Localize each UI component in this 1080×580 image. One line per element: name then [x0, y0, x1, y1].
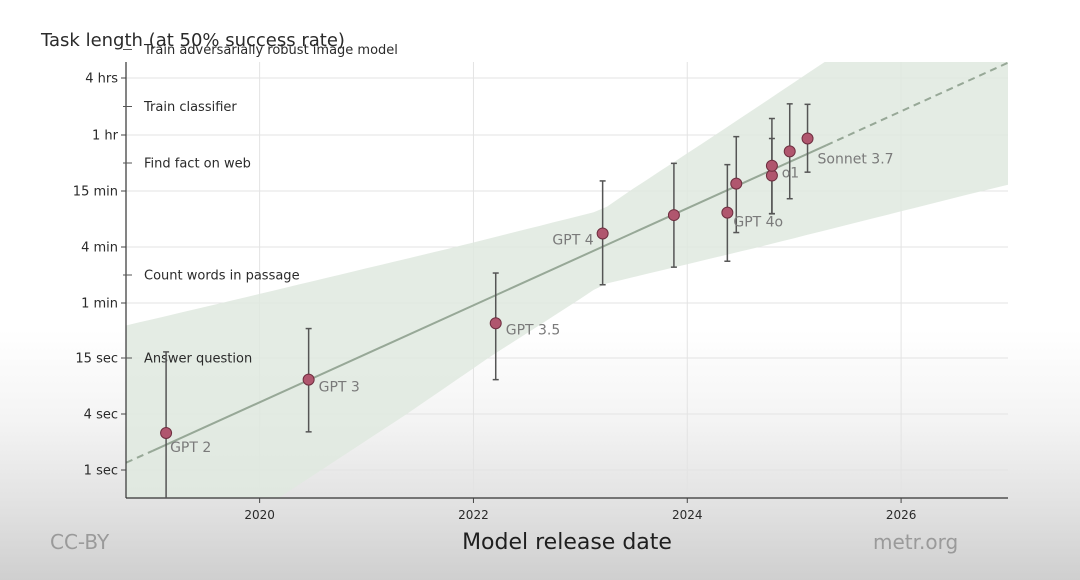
y-tick-label: 4 sec — [84, 408, 118, 423]
y-tick-label: 1 sec — [84, 464, 118, 479]
data-point — [801, 132, 814, 145]
model-label: GPT 4 — [552, 233, 593, 249]
x-axis-label: Model release date — [462, 530, 672, 555]
x-tick-label: 2020 — [244, 508, 275, 522]
data-point — [783, 145, 796, 158]
confidence-band — [126, 62, 1008, 498]
y-tick-label: 4 min — [81, 241, 118, 256]
x-tick-label: 2026 — [886, 508, 917, 522]
y-tick-label: 1 min — [81, 297, 118, 312]
task-label: Train adversarially robust image model — [143, 43, 398, 58]
data-point — [596, 227, 609, 240]
data-point — [730, 177, 743, 190]
y-tick-label: 1 hr — [92, 129, 119, 144]
x-tick-label: 2024 — [672, 508, 703, 522]
task-label: Answer question — [144, 352, 252, 367]
y-tick-label: 15 min — [73, 185, 118, 200]
y-tick-label: 15 sec — [75, 352, 118, 367]
credit-site: metr.org — [873, 530, 959, 554]
model-label: GPT 4o — [733, 215, 783, 231]
task-label: Count words in passage — [144, 269, 300, 284]
model-label: o1 — [782, 165, 799, 181]
data-point — [721, 206, 734, 219]
credit-license: CC-BY — [50, 530, 110, 554]
trend-extrapolation-future — [825, 62, 1008, 147]
trend-line — [152, 144, 827, 452]
data-point — [489, 317, 502, 330]
data-point — [667, 209, 680, 222]
model-label: Sonnet 3.7 — [818, 152, 894, 168]
data-point — [765, 159, 778, 172]
data-point — [302, 373, 315, 386]
model-label: GPT 3.5 — [506, 322, 561, 338]
model-label: GPT 3 — [319, 380, 360, 396]
data-point — [160, 426, 173, 439]
x-tick-label: 2022 — [458, 508, 489, 522]
trend-extrapolation-past — [126, 449, 154, 464]
task-label: Find fact on web — [144, 157, 251, 172]
y-tick-label: 4 hrs — [85, 72, 118, 87]
chart-title: Task length (at 50% success rate) — [41, 30, 345, 51]
model-label: GPT 2 — [170, 440, 211, 456]
task-label: Train classifier — [143, 100, 237, 115]
